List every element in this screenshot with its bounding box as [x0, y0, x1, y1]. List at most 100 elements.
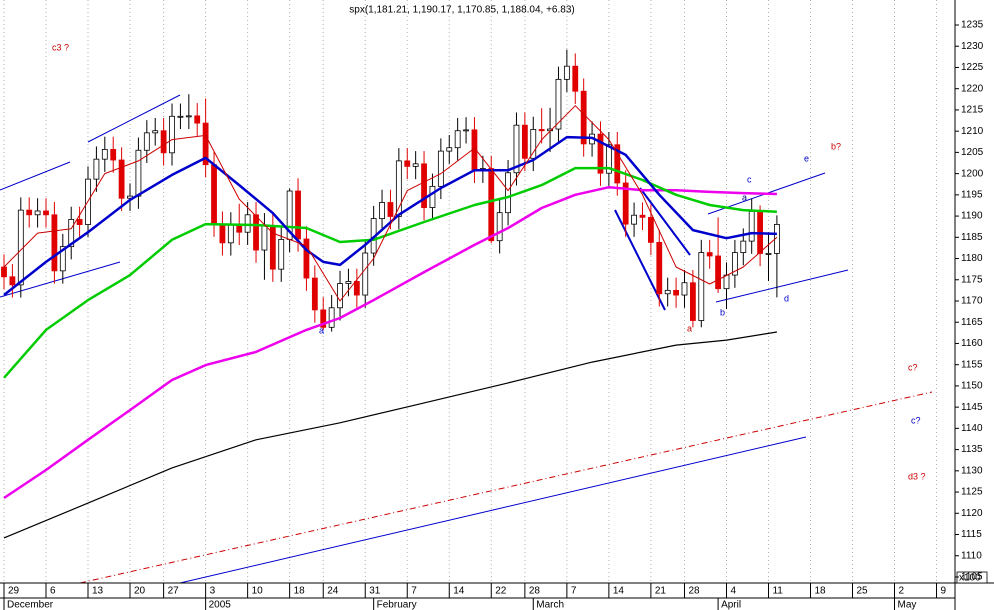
candle-body [362, 252, 369, 296]
trend-line [0, 261, 121, 298]
y-tick-label: 1135 [961, 444, 983, 455]
x-tick-label: 10 [252, 586, 264, 597]
unit-box [956, 571, 988, 584]
candle-body [647, 216, 654, 243]
y-tick-label: 1150 [961, 381, 983, 392]
candle-body [488, 168, 495, 242]
y-tick-label: 1215 [961, 105, 984, 116]
candle-body [454, 130, 461, 149]
candle-body [563, 65, 570, 80]
y-tick-label: 1225 [961, 62, 984, 73]
trend-line [179, 436, 807, 583]
candle-body [185, 115, 192, 118]
x-tick-label: 14 [613, 586, 625, 597]
x-tick-label: 31 [369, 586, 381, 597]
trend-line [0, 161, 71, 191]
candle-body [689, 282, 696, 321]
candle-body [236, 224, 243, 233]
candle-body [68, 219, 75, 248]
candle-body [740, 240, 747, 253]
y-tick-label: 1130 [961, 465, 983, 476]
y-tick-label: 1200 [961, 168, 984, 179]
axis-unit: x100 [959, 573, 981, 584]
annotation: c? [908, 362, 918, 372]
x-tick-label: 21 [655, 586, 667, 597]
annotation: c [747, 174, 752, 184]
annotation: a [687, 323, 692, 333]
candle-body [345, 281, 352, 284]
annotation: b [720, 307, 725, 317]
candle-body [227, 224, 234, 244]
candle-body [143, 132, 150, 151]
trend-line [639, 187, 691, 256]
candle-body [706, 252, 713, 257]
candle-body [177, 115, 184, 118]
x-tick-label: 7 [571, 586, 577, 597]
candle-body [202, 122, 209, 166]
candle-body [404, 160, 411, 167]
moving-average-line [3, 331, 777, 539]
candle-body [698, 252, 705, 321]
candle-body [17, 209, 24, 286]
candle-body [496, 212, 503, 242]
candle-body [1, 266, 7, 278]
annotation: a [319, 325, 324, 335]
candle-body [748, 211, 755, 242]
candle-body [412, 163, 419, 167]
y-tick-label: 1125 [961, 487, 983, 498]
x-tick-label: 22 [495, 586, 507, 597]
trend-line [87, 94, 181, 143]
candle-body [9, 276, 16, 286]
x-tick-label: 27 [168, 586, 180, 597]
candle-body [664, 289, 671, 295]
month-label: March [536, 600, 564, 610]
x-tick-label: 28 [688, 586, 700, 597]
candle-body [311, 277, 318, 311]
y-tick-label: 1180 [961, 253, 983, 264]
x-tick-label: 14 [453, 586, 465, 597]
candle-body [26, 209, 33, 216]
candle-body [269, 225, 276, 270]
month-label: 2005 [209, 600, 232, 610]
y-tick-label: 1165 [961, 317, 983, 328]
y-tick-label: 1205 [961, 147, 984, 158]
y-tick-label: 1105 [961, 572, 983, 583]
y-tick-label: 1235 [961, 20, 984, 31]
candle-body [320, 309, 327, 328]
candle-body [555, 78, 562, 130]
x-tick-label: 7 [411, 586, 417, 597]
month-label: April [721, 600, 741, 610]
x-tick-label: 2 [899, 586, 905, 597]
candle-body [169, 115, 175, 154]
candle-body [387, 202, 394, 217]
x-tick-label: 13 [92, 586, 104, 597]
candle-body [681, 282, 688, 296]
x-tick-label: 6 [50, 586, 56, 597]
candle-body [723, 274, 730, 290]
chart-title: spx(1,181.21, 1,190.17, 1,170.85, 1,188.… [349, 5, 574, 16]
x-tick-label: 9 [941, 586, 947, 597]
candle-body [605, 144, 612, 174]
y-tick-label: 1145 [961, 402, 983, 413]
candle-body [76, 219, 83, 225]
candle-body [43, 210, 49, 216]
month-label: May [898, 600, 917, 610]
candle-body [261, 225, 268, 251]
candle-body [51, 214, 58, 272]
candle-body [34, 210, 41, 216]
x-tick-label: 18 [294, 586, 306, 597]
plot-area [1, 49, 780, 539]
y-tick-label: 1210 [961, 126, 984, 137]
candle-body [421, 163, 427, 208]
x-tick-label: 3 [210, 586, 216, 597]
annotation: c3 ? [52, 42, 69, 52]
moving-average-line [3, 135, 777, 296]
candle-body [395, 160, 402, 217]
candle-body [538, 129, 545, 132]
candle-body [135, 149, 142, 197]
candle-body [597, 133, 604, 174]
candle-body [160, 130, 167, 154]
candle-body [211, 164, 217, 225]
